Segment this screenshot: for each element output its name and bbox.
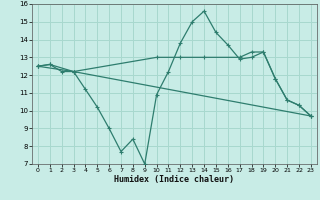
X-axis label: Humidex (Indice chaleur): Humidex (Indice chaleur)	[115, 175, 234, 184]
